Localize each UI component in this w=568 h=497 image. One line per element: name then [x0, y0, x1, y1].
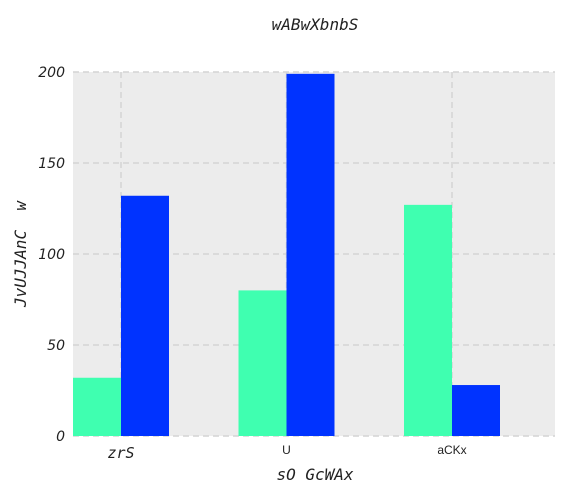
chart-title: wABwXbnbS [272, 15, 359, 34]
y-tick-label: 50 [47, 338, 65, 354]
y-tick-label: 200 [38, 65, 65, 81]
x-tick-label: zrS [107, 444, 134, 462]
x-axis-label: sO GcWAx [276, 465, 353, 484]
x-tick-label: aCKx [437, 443, 466, 457]
y-tick-label: 150 [38, 156, 65, 172]
y-tick-label: 0 [56, 429, 65, 445]
bar-series-2-U [286, 73, 335, 436]
bar-series-1-zrS [73, 377, 121, 436]
y-axis-label: JvUJJAnC w [11, 200, 30, 308]
bar-series-2-aCKx [452, 385, 500, 436]
bar-series-1-aCKx [404, 204, 452, 436]
y-axis-ticks: 0 50 100 150 200 [38, 65, 65, 445]
bar-series-2-zrS [121, 195, 169, 436]
bars [73, 73, 500, 436]
x-tick-label: U [282, 443, 291, 457]
bar-series-1-U [238, 290, 287, 436]
y-tick-label: 100 [38, 247, 65, 263]
